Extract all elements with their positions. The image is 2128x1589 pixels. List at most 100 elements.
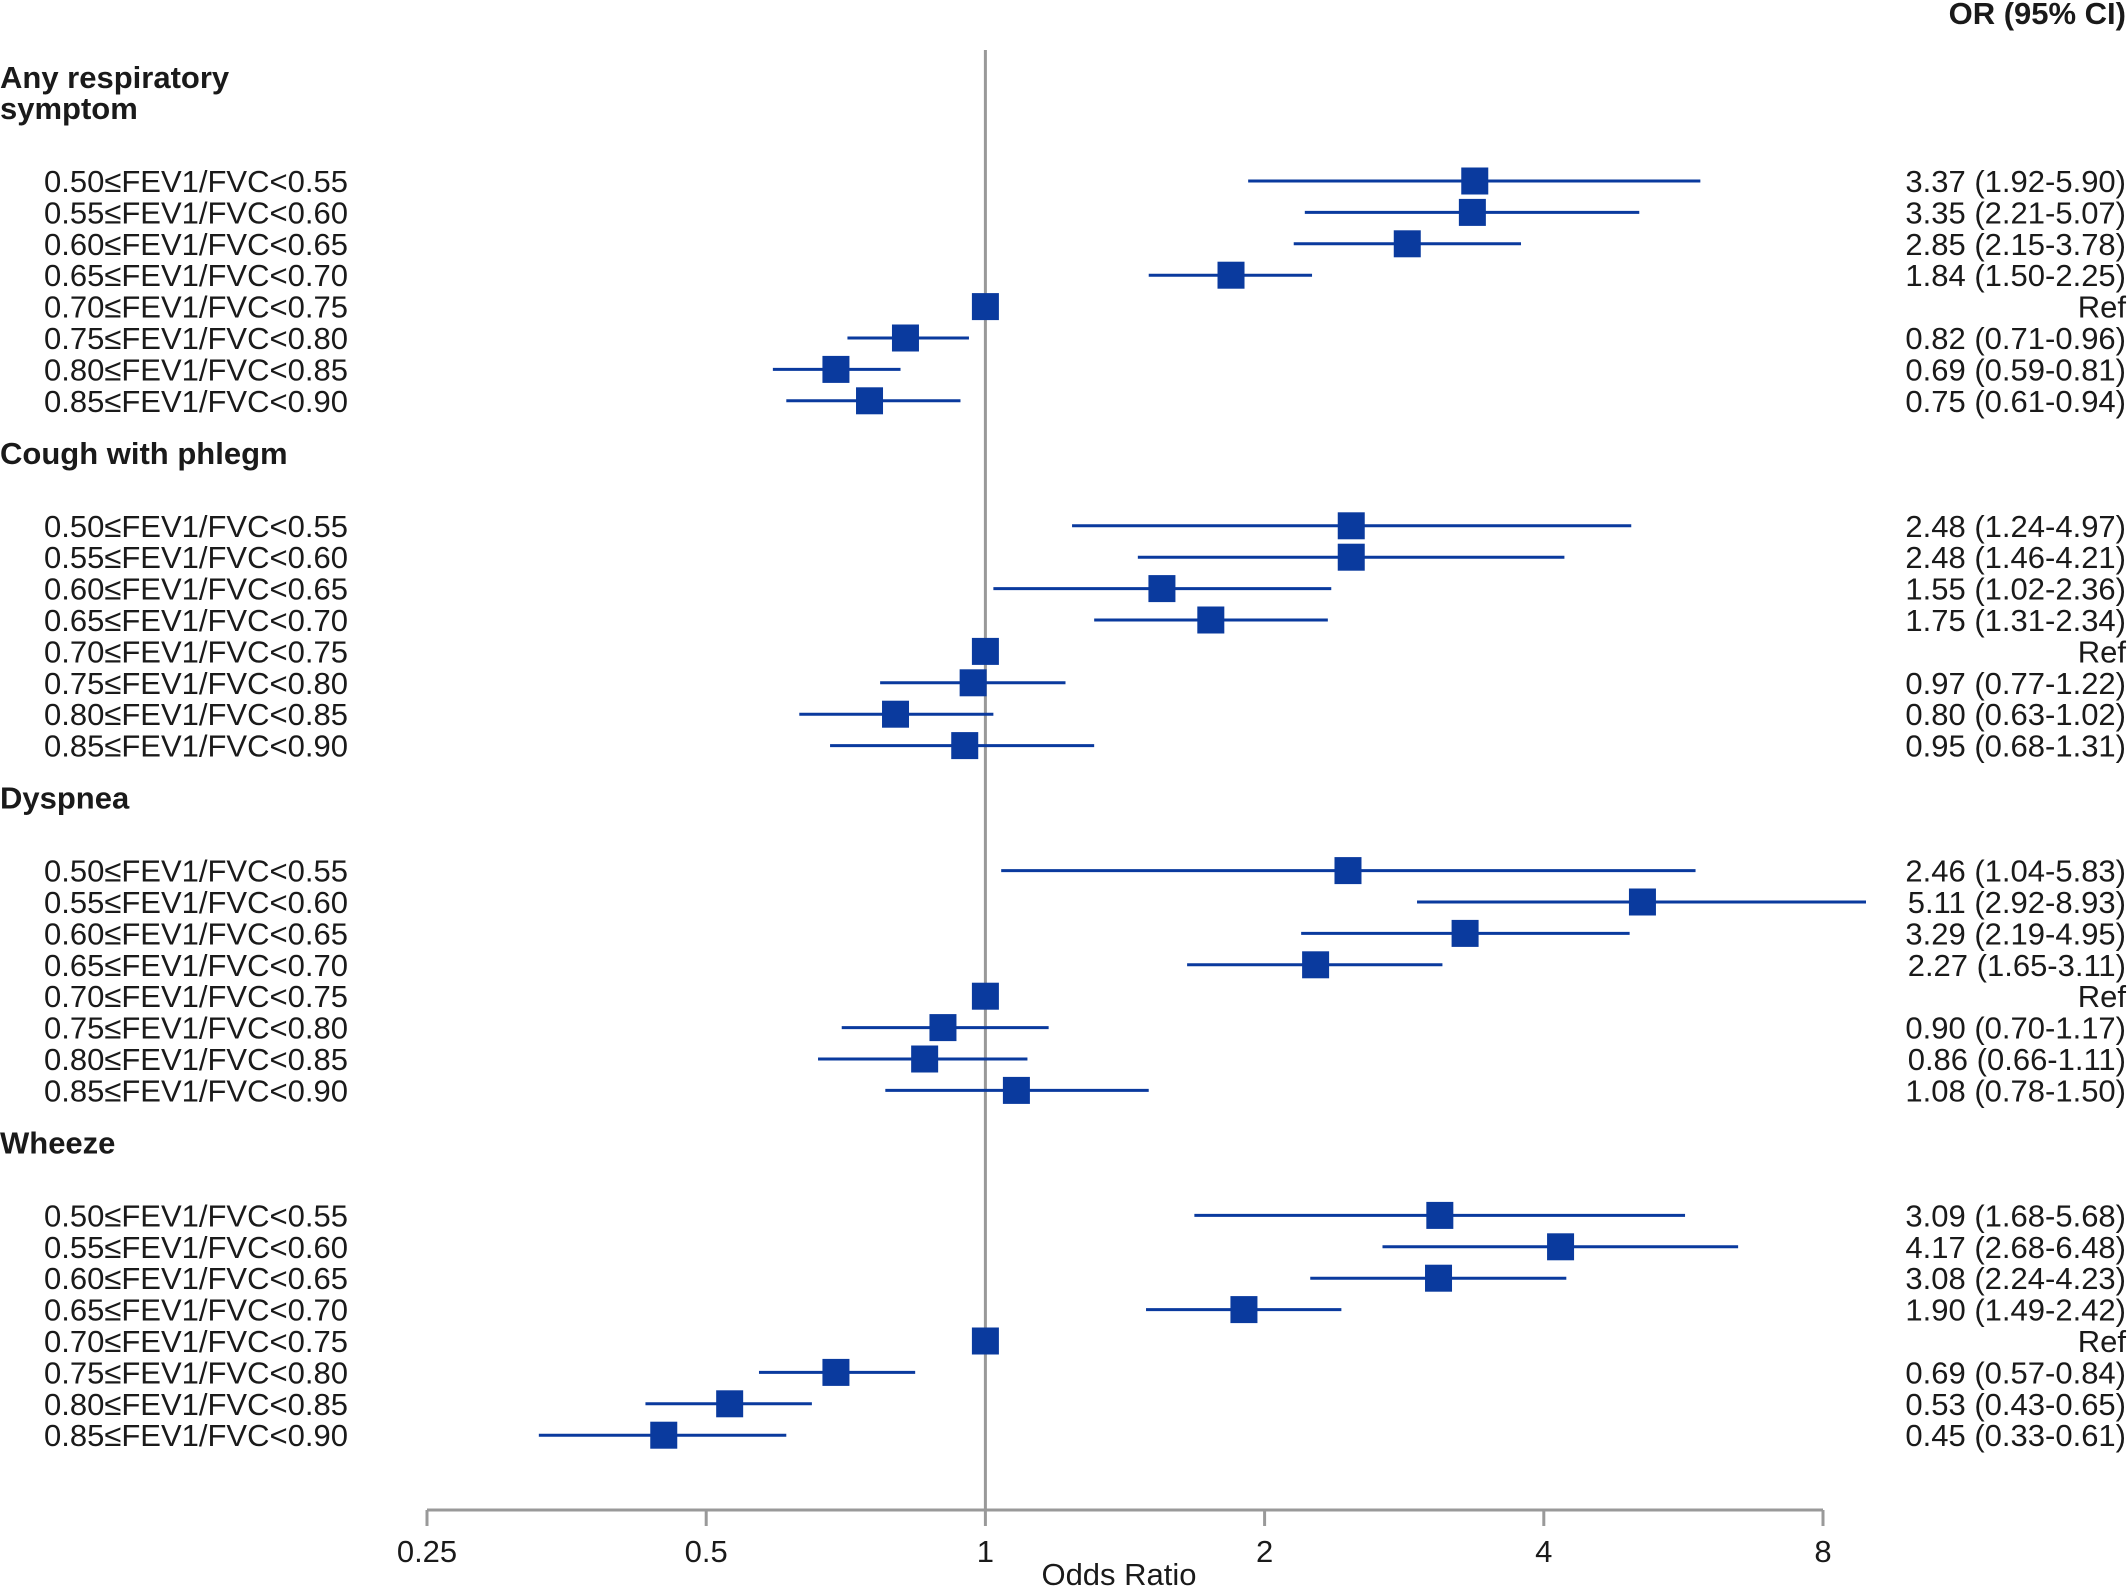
point-estimate-marker	[1426, 1201, 1454, 1229]
row-label: 0.80≤FEV1/FVC<0.85	[44, 1387, 348, 1422]
or-ci-value: 5.11 (2.92-8.93)	[1908, 885, 2126, 920]
forest-row: 0.75≤FEV1/FVC<0.80 0.69 (0.57-0.84)	[44, 1355, 2126, 1390]
row-label: 0.70≤FEV1/FVC<0.75	[44, 290, 348, 325]
forest-row: 0.70≤FEV1/FVC<0.75 Ref	[44, 979, 2126, 1014]
forest-row: 0.80≤FEV1/FVC<0.85 0.53 (0.43-0.65)	[44, 1387, 2126, 1422]
forest-row: 0.85≤FEV1/FVC<0.90 1.08 (0.78-1.50)	[44, 1073, 2126, 1108]
or-ci-value: 0.75 (0.61-0.94)	[1905, 384, 2126, 419]
or-ci-value: 0.90 (0.70-1.17)	[1905, 1011, 2126, 1046]
forest-row: 0.70≤FEV1/FVC<0.75 Ref	[44, 290, 2126, 325]
x-axis-label: Odds Ratio	[1041, 1557, 1196, 1589]
or-ci-value: Ref	[2078, 290, 2127, 325]
or-ci-value: 1.84 (1.50-2.25)	[1905, 258, 2126, 293]
row-label: 0.50≤FEV1/FVC<0.55	[44, 854, 348, 889]
point-estimate-marker	[1337, 512, 1365, 540]
point-estimate-marker	[1458, 198, 1486, 226]
point-estimate-marker	[1302, 951, 1330, 979]
forest-row: 0.80≤FEV1/FVC<0.85 0.69 (0.59-0.81)	[44, 352, 2126, 387]
point-estimate-marker	[971, 982, 999, 1010]
or-ci-value: 2.46 (1.04-5.83)	[1905, 854, 2126, 889]
or-ci-value: 0.53 (0.43-0.65)	[1905, 1387, 2126, 1422]
row-label: 0.75≤FEV1/FVC<0.80	[44, 1355, 348, 1390]
or-ci-value: 2.48 (1.24-4.97)	[1905, 509, 2126, 544]
point-estimate-marker	[856, 387, 884, 415]
or-ci-value: 0.69 (0.59-0.81)	[1905, 352, 2126, 387]
point-estimate-marker	[911, 1045, 939, 1073]
x-tick-label: 4	[1535, 1534, 1552, 1569]
forest-row: 0.60≤FEV1/FVC<0.65 2.85 (2.15-3.78)	[44, 227, 2126, 262]
point-estimate-marker	[822, 1358, 850, 1386]
row-label: 0.55≤FEV1/FVC<0.60	[44, 540, 348, 575]
forest-row: 0.85≤FEV1/FVC<0.90 0.95 (0.68-1.31)	[44, 729, 2126, 764]
row-label: 0.65≤FEV1/FVC<0.70	[44, 1293, 348, 1328]
or-ci-value: Ref	[2078, 1324, 2127, 1359]
forest-row: 0.50≤FEV1/FVC<0.55 2.48 (1.24-4.97)	[44, 509, 2126, 544]
forest-row: 0.70≤FEV1/FVC<0.75 Ref	[44, 1324, 2126, 1359]
row-label: 0.60≤FEV1/FVC<0.65	[44, 227, 348, 262]
x-tick-label: 0.5	[685, 1534, 728, 1569]
or-ci-value: Ref	[2078, 634, 2127, 669]
point-estimate-marker	[1334, 857, 1362, 885]
point-estimate-marker	[1148, 575, 1176, 603]
point-estimate-marker	[1425, 1264, 1453, 1292]
row-label: 0.80≤FEV1/FVC<0.85	[44, 352, 348, 387]
forest-row: 0.50≤FEV1/FVC<0.55 3.37 (1.92-5.90)	[44, 164, 2126, 199]
or-ci-value: 0.80 (0.63-1.02)	[1905, 697, 2126, 732]
or-ci-value: 0.82 (0.71-0.96)	[1905, 321, 2126, 356]
row-label: 0.80≤FEV1/FVC<0.85	[44, 1042, 348, 1077]
or-ci-value: 0.95 (0.68-1.31)	[1905, 729, 2126, 764]
point-estimate-marker	[1547, 1233, 1575, 1261]
or-ci-value: 2.48 (1.46-4.21)	[1905, 540, 2126, 575]
row-label: 0.80≤FEV1/FVC<0.85	[44, 697, 348, 732]
row-label: 0.85≤FEV1/FVC<0.90	[44, 1418, 348, 1453]
row-label: 0.55≤FEV1/FVC<0.60	[44, 1230, 348, 1265]
row-label: 0.85≤FEV1/FVC<0.90	[44, 384, 348, 419]
point-estimate-marker	[971, 293, 999, 321]
x-tick-label: 1	[977, 1534, 994, 1569]
row-label: 0.65≤FEV1/FVC<0.70	[44, 258, 348, 293]
forest-row: 0.85≤FEV1/FVC<0.90 0.75 (0.61-0.94)	[44, 384, 2126, 419]
x-tick-label: 0.25	[397, 1534, 457, 1569]
row-label: 0.75≤FEV1/FVC<0.80	[44, 666, 348, 701]
or-ci-value: 3.08 (2.24-4.23)	[1905, 1261, 2126, 1296]
forest-row: 0.65≤FEV1/FVC<0.70 1.90 (1.49-2.42)	[44, 1293, 2126, 1328]
or-ci-value: 1.75 (1.31-2.34)	[1905, 603, 2126, 638]
x-axis: 0.25 0.5 1 2 4 8	[397, 1508, 1832, 1569]
forest-row: 0.80≤FEV1/FVC<0.85 0.86 (0.66-1.11)	[44, 1042, 2126, 1077]
point-estimate-marker	[1393, 230, 1421, 258]
or-ci-value: 0.86 (0.66-1.11)	[1908, 1042, 2126, 1077]
or-ci-value: 1.08 (0.78-1.50)	[1905, 1073, 2126, 1108]
or-ci-value: 3.09 (1.68-5.68)	[1905, 1198, 2126, 1233]
or-ci-value: Ref	[2078, 979, 2127, 1014]
row-label: 0.50≤FEV1/FVC<0.55	[44, 509, 348, 544]
forest-row: 0.75≤FEV1/FVC<0.80 0.97 (0.77-1.22)	[44, 666, 2126, 701]
row-label: 0.85≤FEV1/FVC<0.90	[44, 1073, 348, 1108]
forest-row: 0.50≤FEV1/FVC<0.55 2.46 (1.04-5.83)	[44, 854, 2126, 889]
point-estimate-marker	[1002, 1076, 1030, 1104]
or-ci-value: 2.27 (1.65-3.11)	[1908, 948, 2126, 983]
row-label: 0.70≤FEV1/FVC<0.75	[44, 634, 348, 669]
forest-row: 0.85≤FEV1/FVC<0.90 0.45 (0.33-0.61)	[44, 1418, 2126, 1453]
forest-row: 0.60≤FEV1/FVC<0.65 3.29 (2.19-4.95)	[44, 916, 2126, 951]
x-tick-label: 2	[1256, 1534, 1273, 1569]
forest-row: 0.65≤FEV1/FVC<0.70 1.84 (1.50-2.25)	[44, 258, 2126, 293]
forest-row: 0.55≤FEV1/FVC<0.60 3.35 (2.21-5.07)	[44, 195, 2126, 230]
group-title: Cough with phlegm	[0, 436, 288, 471]
point-estimate-marker	[951, 732, 979, 760]
group-title: Wheeze	[0, 1125, 115, 1160]
point-estimate-marker	[971, 637, 999, 665]
row-label: 0.50≤FEV1/FVC<0.55	[44, 164, 348, 199]
or-ci-value: 1.90 (1.49-2.42)	[1905, 1293, 2126, 1328]
point-estimate-marker	[1230, 1296, 1258, 1324]
forest-row: 0.55≤FEV1/FVC<0.60 2.48 (1.46-4.21)	[44, 540, 2126, 575]
point-estimate-marker	[929, 1014, 957, 1042]
row-label: 0.65≤FEV1/FVC<0.70	[44, 603, 348, 638]
point-estimate-marker	[1451, 919, 1479, 947]
or-ci-column-header: OR (95% CI)	[1949, 0, 2126, 31]
or-ci-value: 1.55 (1.02-2.36)	[1905, 572, 2126, 607]
group-title: Dyspnea	[0, 781, 130, 816]
forest-row: 0.60≤FEV1/FVC<0.65 3.08 (2.24-4.23)	[44, 1261, 2126, 1296]
point-estimate-marker	[1217, 261, 1245, 289]
point-estimate-marker	[1461, 167, 1489, 195]
